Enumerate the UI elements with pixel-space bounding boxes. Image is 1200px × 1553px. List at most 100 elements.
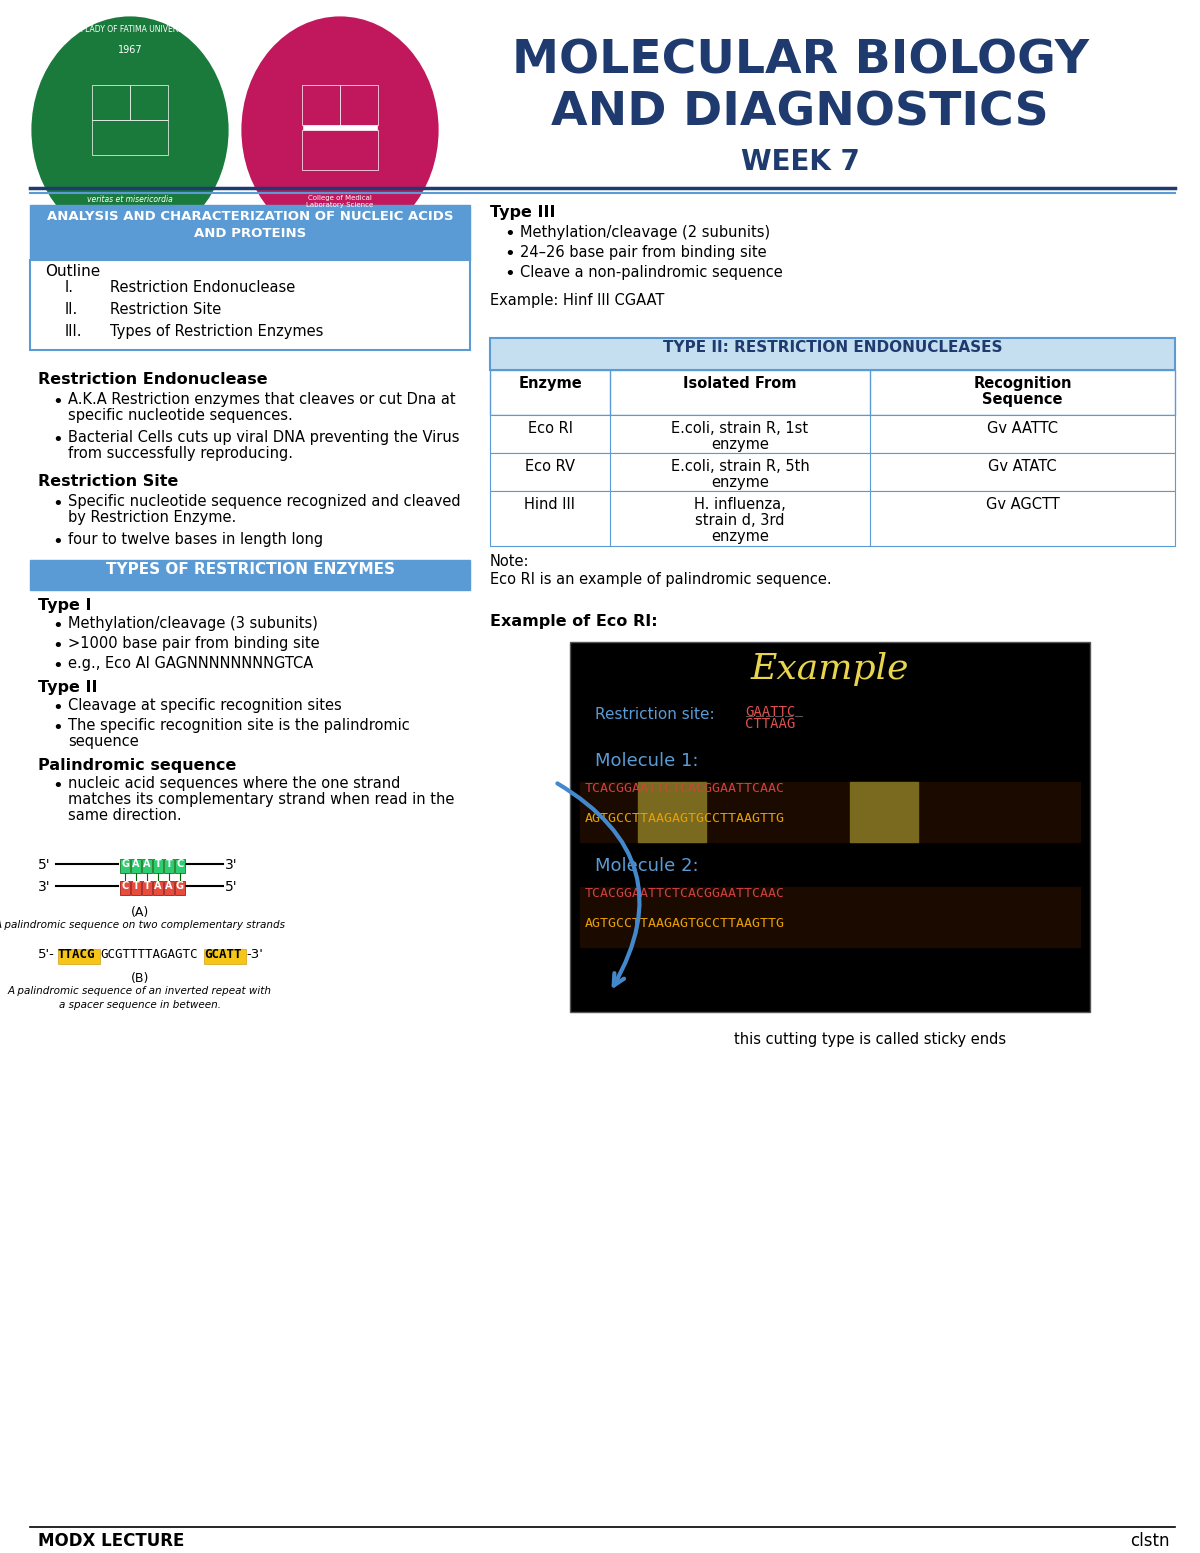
Text: Example of Eco RI:: Example of Eco RI: [490, 613, 658, 629]
Text: MOLECULAR BIOLOGY: MOLECULAR BIOLOGY [511, 37, 1088, 82]
Text: enzyme: enzyme [712, 530, 769, 544]
Text: TTACG: TTACG [58, 947, 96, 961]
Text: Methylation/cleavage (2 subunits): Methylation/cleavage (2 subunits) [520, 225, 770, 241]
Bar [850, 783, 918, 812]
Text: AGTGCCTTAAGAGTGCCTTAAGTTG: AGTGCCTTAAGAGTGCCTTAAGTTG [586, 916, 785, 930]
Text: GCGTTTTAGAGTC: GCGTTTTAGAGTC [100, 947, 198, 961]
Bar [92, 120, 168, 155]
Text: Types of Restriction Enzymes: Types of Restriction Enzymes [110, 325, 323, 339]
Bar [175, 859, 185, 873]
Text: Type III: Type III [490, 205, 556, 221]
Text: Note:: Note: [490, 554, 529, 568]
Text: ANALYSIS AND CHARACTERIZATION OF NUCLEIC ACIDS: ANALYSIS AND CHARACTERIZATION OF NUCLEIC… [47, 210, 454, 224]
Text: by Restriction Enzyme.: by Restriction Enzyme. [68, 509, 236, 525]
Text: Example: Example [751, 652, 910, 686]
Text: WEEK 7: WEEK 7 [740, 148, 859, 175]
Text: E.coli, strain R, 1st: E.coli, strain R, 1st [672, 421, 809, 436]
Bar [30, 561, 470, 590]
Text: Restriction Endonuclease: Restriction Endonuclease [38, 373, 268, 387]
Text: from successfully reproducing.: from successfully reproducing. [68, 446, 293, 461]
Bar [154, 859, 163, 873]
Bar [131, 859, 142, 873]
Bar [175, 881, 185, 895]
Text: Bacterial Cells cuts up viral DNA preventing the Virus: Bacterial Cells cuts up viral DNA preven… [68, 430, 460, 446]
Bar [164, 881, 174, 895]
Ellipse shape [240, 16, 440, 245]
Text: OUR LADY OF FATIMA UNIVERSITY: OUR LADY OF FATIMA UNIVERSITY [66, 25, 194, 34]
Text: Eco RI: Eco RI [528, 421, 572, 436]
Text: •: • [52, 776, 62, 795]
Text: II.: II. [65, 301, 78, 317]
Text: College of Medical
Laboratory Science: College of Medical Laboratory Science [306, 196, 373, 208]
Text: nucleic acid sequences where the one strand: nucleic acid sequences where the one str… [68, 776, 401, 790]
Text: CTTAAG: CTTAAG [745, 717, 796, 731]
Bar [204, 949, 246, 964]
Text: Restriction Site: Restriction Site [38, 474, 179, 489]
Text: same direction.: same direction. [68, 808, 181, 823]
Text: Sequence: Sequence [983, 391, 1063, 407]
Bar [120, 881, 130, 895]
Text: Restriction Endonuclease: Restriction Endonuclease [110, 280, 295, 295]
Text: III.: III. [65, 325, 83, 339]
Text: this cutting type is called sticky ends: this cutting type is called sticky ends [734, 1033, 1006, 1047]
Bar [302, 85, 378, 165]
Text: Gv AGCTT: Gv AGCTT [985, 497, 1060, 512]
Text: matches its complementary strand when read in the: matches its complementary strand when re… [68, 792, 455, 808]
Bar [154, 881, 163, 895]
Text: •: • [52, 719, 62, 738]
Text: 3': 3' [226, 857, 238, 871]
Text: Isolated From: Isolated From [683, 376, 797, 391]
Text: enzyme: enzyme [712, 475, 769, 491]
Bar [142, 881, 152, 895]
Text: •: • [52, 393, 62, 412]
Text: Cleavage at specific recognition sites: Cleavage at specific recognition sites [68, 697, 342, 713]
Text: TCACGGAATTCTCACGGAATTCAAC: TCACGGAATTCTCACGGAATTCAAC [586, 887, 785, 901]
Bar [302, 130, 378, 169]
Bar [490, 339, 1175, 370]
Text: Eco RI is an example of palindromic sequence.: Eco RI is an example of palindromic sequ… [490, 572, 832, 587]
Text: Type I: Type I [38, 598, 91, 613]
Text: •: • [504, 225, 515, 242]
Text: 1967: 1967 [118, 45, 143, 54]
Text: E.coli, strain R, 5th: E.coli, strain R, 5th [671, 460, 809, 474]
Text: •: • [52, 617, 62, 635]
Text: specific nucleotide sequences.: specific nucleotide sequences. [68, 408, 293, 422]
Text: •: • [52, 637, 62, 655]
Bar [490, 415, 1175, 453]
Text: A: A [166, 881, 173, 891]
Text: GCATT: GCATT [204, 947, 241, 961]
Text: A: A [155, 881, 162, 891]
Text: strain d, 3rd: strain d, 3rd [695, 512, 785, 528]
Bar [490, 453, 1175, 491]
Bar [92, 85, 130, 120]
Bar [580, 783, 1080, 842]
Text: Example: Hinf III CGAAT: Example: Hinf III CGAAT [490, 294, 665, 307]
Text: C: C [121, 881, 128, 891]
Text: G: G [121, 859, 130, 870]
Text: a spacer sequence in between.: a spacer sequence in between. [59, 1000, 221, 1009]
Text: •: • [52, 699, 62, 717]
Text: (B): (B) [131, 972, 149, 985]
Text: •: • [52, 432, 62, 449]
Text: clstn: clstn [1130, 1531, 1170, 1550]
Bar [302, 85, 340, 124]
Ellipse shape [30, 16, 230, 245]
Text: The specific recognition site is the palindromic: The specific recognition site is the pal… [68, 717, 409, 733]
Text: Enzyme: Enzyme [518, 376, 582, 391]
Text: A palindromic sequence of an inverted repeat with: A palindromic sequence of an inverted re… [8, 986, 272, 995]
Text: 3': 3' [38, 881, 50, 895]
Bar [164, 859, 174, 873]
Bar [580, 887, 1080, 947]
Text: H. influenza,: H. influenza, [694, 497, 786, 512]
Bar [850, 812, 918, 842]
Text: TYPES OF RESTRICTION ENZYMES: TYPES OF RESTRICTION ENZYMES [106, 562, 395, 578]
Text: Restriction Site: Restriction Site [110, 301, 221, 317]
Bar [92, 85, 168, 155]
Text: enzyme: enzyme [712, 436, 769, 452]
FancyArrowPatch shape [557, 783, 640, 986]
Bar [490, 491, 1175, 547]
Bar [131, 881, 142, 895]
Text: Restriction site:: Restriction site: [595, 707, 715, 722]
Text: Molecule 1:: Molecule 1: [595, 752, 698, 770]
Text: Molecule 2:: Molecule 2: [595, 857, 698, 874]
